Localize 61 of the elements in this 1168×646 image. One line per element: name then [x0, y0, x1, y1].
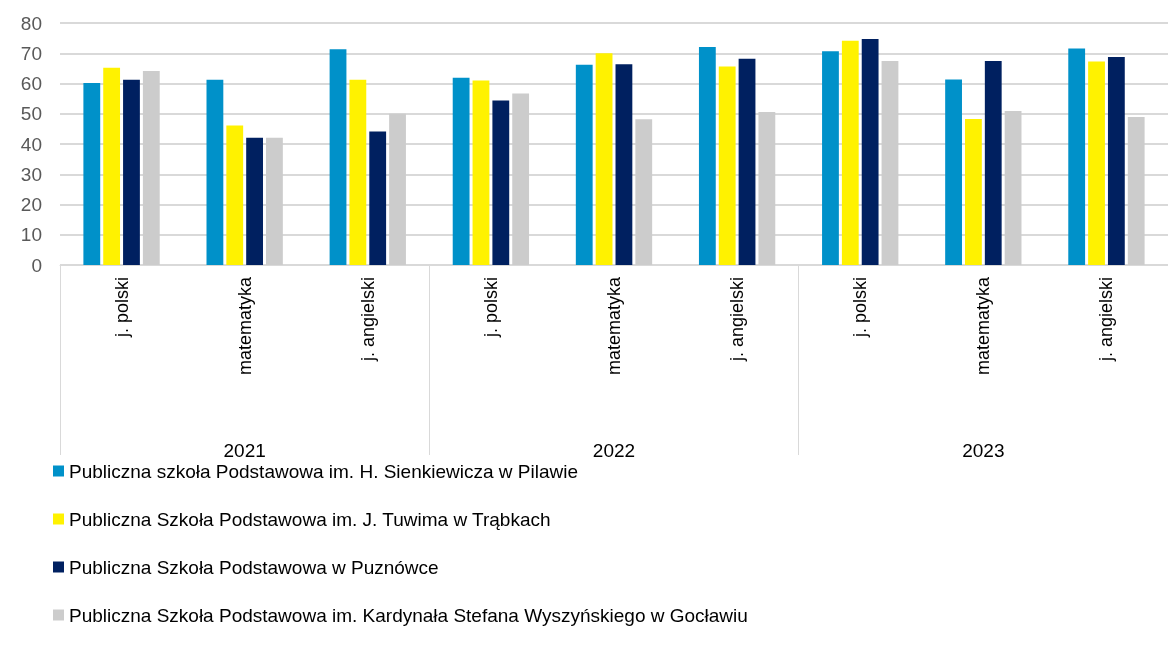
bar — [984, 61, 1002, 265]
bar — [881, 61, 899, 265]
legend-label: Publiczna szkoła Podstawowa im. H. Sienkiewicza w Pilawie — [69, 460, 578, 482]
bar — [369, 131, 387, 265]
bar — [1068, 48, 1086, 265]
bar — [83, 82, 101, 265]
legend-label: Publiczna Szkoła Podstawowa im. J. Tuwima w Trąbkach — [69, 508, 551, 530]
bar — [595, 53, 613, 265]
y-tick-label: 50 — [20, 103, 42, 125]
legend-label: Publiczna Szkoła Podstawowa w Puznówce — [69, 556, 439, 578]
bar — [329, 49, 347, 265]
bar — [246, 137, 263, 265]
x-tick-label: j. polski — [111, 277, 132, 339]
bar — [965, 118, 982, 265]
x-tick-label: j. angielski — [1096, 277, 1117, 363]
text: 2023 — [962, 440, 1005, 461]
bar — [1004, 111, 1022, 265]
bar — [123, 79, 140, 265]
bar — [822, 51, 839, 265]
y-tick-label: 20 — [20, 194, 42, 215]
bar — [635, 119, 653, 265]
y-tick-label: 10 — [20, 224, 42, 246]
bar — [718, 66, 736, 265]
bar — [472, 80, 490, 265]
bar — [861, 39, 879, 265]
bar — [512, 93, 530, 265]
bar — [698, 46, 716, 265]
x-tick-label: matematyka — [973, 276, 994, 376]
bar — [1088, 61, 1105, 265]
bar — [492, 100, 510, 265]
bar — [452, 77, 470, 265]
text: 2022 — [592, 440, 636, 461]
bar — [389, 113, 406, 265]
y-tick-label: 40 — [20, 133, 42, 155]
y-tick-label: 0 — [31, 254, 42, 276]
y-tick-label: 70 — [20, 42, 42, 64]
bar — [1127, 117, 1145, 265]
legend-label: Publiczna Szkoła Podstawowa im. Kardynała Stefana Wyszyńskiego w Gocławiu — [69, 604, 748, 626]
x-tick-label: matematyka — [604, 276, 624, 376]
y-tick-label: 60 — [20, 73, 42, 94]
bar — [945, 79, 962, 265]
x-tick-label: matematyka — [234, 276, 255, 376]
y-tick-label: 80 — [20, 12, 42, 34]
bar — [615, 64, 633, 265]
bar — [206, 79, 224, 265]
x-tick-label: j. polski — [850, 277, 871, 339]
bar — [266, 137, 283, 265]
bar — [103, 67, 121, 265]
bar — [575, 64, 593, 265]
x-tick-label: j. polski — [480, 277, 501, 339]
bar — [738, 58, 756, 265]
bar — [758, 111, 776, 265]
x-tick-label: j. angielski — [727, 277, 748, 363]
y-tick-label: 30 — [20, 163, 42, 185]
text: 2021 — [223, 440, 266, 461]
bar — [226, 125, 244, 265]
bar — [349, 79, 367, 265]
x-tick-label: j. angielski — [357, 277, 378, 363]
bar — [1107, 56, 1125, 265]
bar — [841, 40, 859, 265]
bar — [142, 71, 160, 265]
